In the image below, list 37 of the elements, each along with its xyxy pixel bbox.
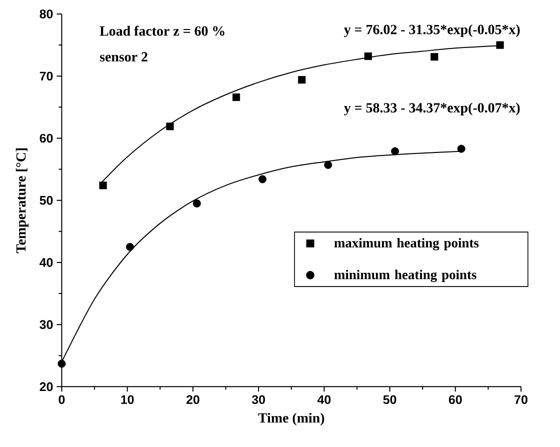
annotation: Load factor z = 60 % — [100, 26, 224, 36]
x-tick-label: 70 — [514, 395, 528, 404]
point — [58, 360, 66, 368]
point — [391, 147, 400, 156]
x-tick-label: 20 — [186, 395, 200, 404]
y-tick-label: 70 — [40, 72, 53, 81]
y-tick-label: 80 — [40, 10, 53, 18]
annotation: y = 58.33 - 34.37*exp(-0.07*x) — [344, 102, 520, 116]
x-tick-label: 50 — [383, 395, 396, 404]
point — [324, 160, 332, 169]
point — [126, 242, 134, 251]
y-tick-label: 40 — [40, 258, 53, 267]
point — [192, 199, 201, 208]
y-tick-label: 50 — [40, 196, 53, 205]
legend-label: maximum heating points — [334, 238, 479, 250]
x-tick-label: 30 — [252, 395, 265, 404]
point — [430, 53, 438, 61]
point — [364, 52, 372, 60]
annotation: y = 76.02 - 31.35*exp(-0.05*x) — [344, 24, 520, 38]
point — [232, 93, 240, 102]
x-tick-label: 10 — [121, 395, 134, 404]
point — [457, 144, 466, 153]
point — [258, 175, 266, 184]
x-tick-label: 60 — [448, 395, 462, 404]
y-tick-label: 60 — [40, 134, 53, 143]
legend-label: minimum heating points — [334, 270, 476, 282]
x-tick-label: 0 — [58, 395, 65, 404]
point — [166, 122, 174, 130]
point — [298, 76, 306, 84]
y-axis-title: Temperature [°C] — [16, 148, 29, 254]
point — [99, 182, 107, 190]
x-tick-label: 40 — [317, 395, 331, 404]
annotation: sensor 2 — [100, 52, 148, 62]
y-tick-label: 20 — [40, 382, 53, 392]
y-tick-label: 30 — [40, 320, 53, 329]
point — [496, 41, 504, 49]
x-axis-title: Time (min) — [258, 412, 324, 426]
